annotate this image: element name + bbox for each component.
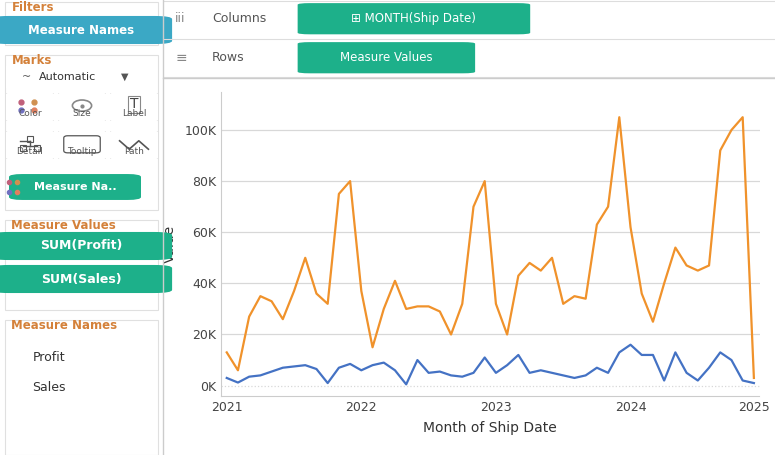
FancyBboxPatch shape — [9, 174, 141, 200]
FancyBboxPatch shape — [57, 92, 107, 121]
FancyBboxPatch shape — [0, 232, 172, 260]
Text: Measure Names: Measure Names — [12, 319, 118, 332]
Text: Sales: Sales — [33, 381, 66, 394]
FancyBboxPatch shape — [5, 131, 55, 160]
X-axis label: Month of Ship Date: Month of Ship Date — [423, 421, 557, 435]
Text: T: T — [129, 97, 138, 111]
FancyBboxPatch shape — [0, 16, 172, 44]
Text: Filters: Filters — [12, 1, 54, 14]
Text: Detail: Detail — [16, 147, 43, 156]
Text: Size: Size — [73, 109, 91, 118]
Text: ▼: ▼ — [121, 71, 129, 81]
FancyBboxPatch shape — [5, 92, 55, 121]
Text: Measure Na..: Measure Na.. — [33, 182, 116, 192]
Text: Marks: Marks — [12, 54, 52, 67]
Text: ≡: ≡ — [175, 51, 187, 65]
FancyBboxPatch shape — [0, 65, 146, 89]
Text: SUM(Sales): SUM(Sales) — [41, 273, 122, 285]
FancyBboxPatch shape — [109, 131, 159, 160]
Text: SUM(Profit): SUM(Profit) — [40, 239, 122, 253]
FancyBboxPatch shape — [298, 42, 475, 73]
Text: Measure Names: Measure Names — [29, 24, 135, 36]
Text: Measure Values: Measure Values — [340, 51, 432, 64]
Text: Columns: Columns — [212, 12, 266, 25]
FancyBboxPatch shape — [109, 92, 159, 121]
Text: Tooltip: Tooltip — [67, 147, 97, 156]
Y-axis label: Value: Value — [164, 225, 177, 263]
Text: Color: Color — [18, 109, 42, 118]
Text: Profit: Profit — [33, 351, 65, 364]
Text: iii: iii — [175, 12, 186, 25]
Text: Label: Label — [122, 109, 146, 118]
FancyBboxPatch shape — [298, 3, 530, 34]
Text: Rows: Rows — [212, 51, 245, 64]
FancyBboxPatch shape — [0, 265, 172, 293]
Text: Path: Path — [124, 147, 144, 156]
FancyBboxPatch shape — [57, 131, 107, 160]
Text: Measure Values: Measure Values — [12, 219, 116, 232]
Text: ⊞ MONTH(Ship Date): ⊞ MONTH(Ship Date) — [352, 12, 477, 25]
Text: ~: ~ — [22, 71, 31, 81]
Text: Automatic: Automatic — [40, 71, 97, 81]
